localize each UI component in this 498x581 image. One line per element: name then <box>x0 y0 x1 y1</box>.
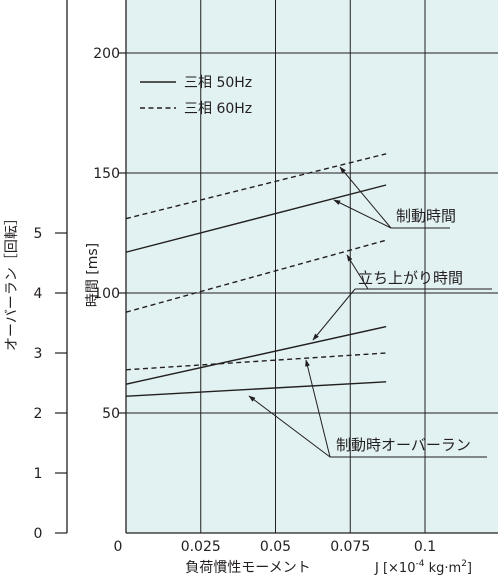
leader-arrow <box>248 395 331 458</box>
overrun-tick-label: 5 <box>34 226 43 242</box>
series-lines <box>125 153 387 397</box>
x-tick-label: 0.05 <box>260 539 291 555</box>
plot-background <box>126 0 498 533</box>
x-tick-label: 0.025 <box>181 539 221 555</box>
series-line-overrun-dashed <box>125 352 387 371</box>
annotation-label: 立ち上がり時間 <box>358 269 463 287</box>
leader-arrow <box>305 359 331 458</box>
x-unit-exponent: -4 <box>415 559 424 569</box>
legend: 三相 50Hz 三相 60Hz <box>140 75 252 117</box>
time-axis-label: 時間 [ms] <box>85 243 101 307</box>
x-axis-unit: J [×10-4 kg·m2] <box>374 559 472 576</box>
x-unit-part: ] <box>467 561 472 576</box>
leader-arrow <box>333 199 392 229</box>
series-line-braking_time-dashed <box>125 153 387 220</box>
series-line-braking_time-solid <box>125 184 387 253</box>
legend-label: 三相 50Hz <box>184 75 252 91</box>
series-line-overrun-solid <box>125 381 387 397</box>
overrun-tick-label: 3 <box>34 346 43 362</box>
leader-arrow <box>312 288 356 341</box>
time-tick-label: 100 <box>93 286 120 302</box>
overrun-tick-label: 0 <box>34 526 43 542</box>
overrun-tick-label: 1 <box>34 466 43 482</box>
overrun-tick-label: 2 <box>34 406 43 422</box>
leader-arrow <box>346 254 369 290</box>
series-line-rise_time-solid <box>125 325 387 385</box>
time-tick-label: 50 <box>102 406 120 422</box>
time-tick-label: 200 <box>93 46 120 62</box>
x-tick-label: 0.075 <box>330 539 370 555</box>
x-tick-label: 0 <box>114 539 123 555</box>
x-tick-label: 0.1 <box>414 539 436 555</box>
overrun-axis-label: オーバーラン［回転］ <box>4 211 20 351</box>
x-axis-label: 負荷慣性モーメント <box>185 559 310 576</box>
annotation-label: 制動時間 <box>396 207 456 225</box>
plot-area <box>126 0 498 533</box>
x-unit-part: kg·m <box>424 561 461 576</box>
leader-arrow <box>339 166 392 229</box>
series-line-rise_time-dashed <box>125 239 387 313</box>
annotation-label: 制動時オーバーラン <box>336 436 471 454</box>
time-tick-label: 150 <box>93 166 120 182</box>
x-unit-exponent: 2 <box>461 559 467 569</box>
grid <box>126 0 498 533</box>
x-unit-part: J [×10 <box>374 561 415 576</box>
overrun-tick-label: 4 <box>34 286 43 302</box>
legend-label: 三相 60Hz <box>184 101 252 117</box>
